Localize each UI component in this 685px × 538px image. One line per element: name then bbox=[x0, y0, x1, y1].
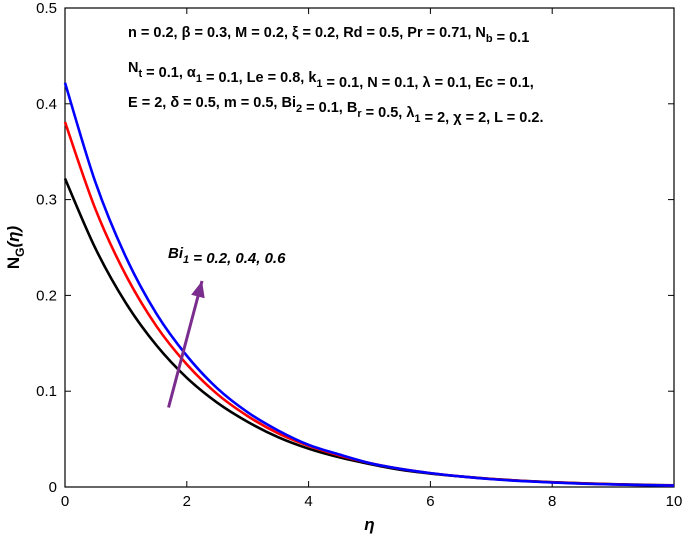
trend-arrow-shaft bbox=[167, 280, 204, 408]
y-tick-label: 0.1 bbox=[36, 383, 57, 400]
y-tick-label: 0 bbox=[49, 479, 57, 496]
x-tick-label: 4 bbox=[304, 493, 312, 510]
parameter-annotation-line: n = 0.2, β = 0.3, M = 0.2, ξ = 0.2, Rd =… bbox=[128, 25, 529, 46]
y-tick-label: 0.5 bbox=[36, 0, 57, 17]
x-axis-title: η bbox=[364, 515, 374, 534]
x-tick-label: 6 bbox=[426, 493, 434, 510]
plot-frame bbox=[64, 7, 675, 488]
series-line-blue bbox=[63, 82, 675, 487]
x-tick-label: 2 bbox=[183, 493, 191, 510]
y-tick-label: 0.3 bbox=[36, 192, 57, 209]
series-group bbox=[63, 82, 675, 487]
x-tick-label: 0 bbox=[61, 493, 69, 510]
series-line-red bbox=[63, 121, 675, 487]
x-tick-label: 8 bbox=[548, 493, 556, 510]
parameter-annotation-line: Nt = 0.1, α1 = 0.1, Le = 0.8, k1 = 0.1, … bbox=[128, 60, 534, 91]
y-axis-title: NG(η) bbox=[4, 226, 27, 270]
x-tick-label: 10 bbox=[666, 493, 683, 510]
parameter-annotation-line: E = 2, δ = 0.5, m = 0.5, Bi2 = 0.1, Br =… bbox=[128, 95, 544, 126]
y-tick-label: 0.4 bbox=[36, 96, 57, 113]
series-line-black bbox=[63, 178, 675, 487]
axes: 0 2 4 6 8 10 0 0.1 0.2 0.3 0.4 0.5 η NG(η) bbox=[4, 0, 682, 534]
trend-arrow-head bbox=[191, 281, 205, 299]
y-tick-label: 0.2 bbox=[36, 287, 57, 304]
trend-arrow-label: Bi1 = 0.2, 0.4, 0.6 bbox=[168, 245, 286, 267]
arrow-group: Bi1 = 0.2, 0.4, 0.6 bbox=[167, 245, 286, 408]
annotations: n = 0.2, β = 0.3, M = 0.2, ξ = 0.2, Rd =… bbox=[128, 25, 544, 126]
